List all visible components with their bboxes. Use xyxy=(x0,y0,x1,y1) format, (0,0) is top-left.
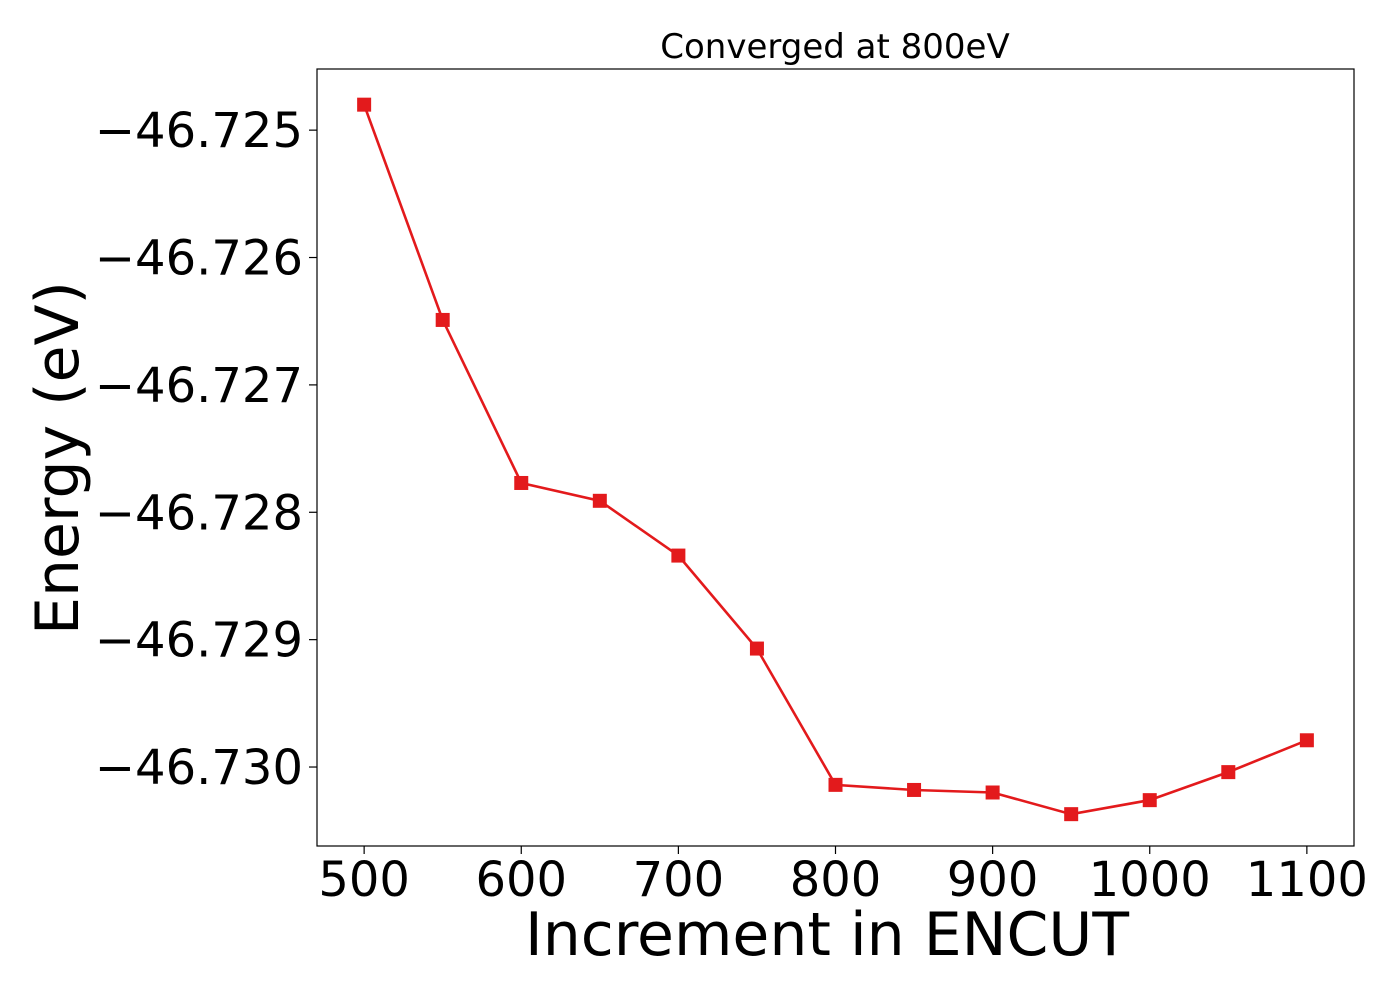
data-point-marker xyxy=(514,475,529,490)
data-point-marker xyxy=(1064,807,1079,822)
x-axis: 500 600 700 800 900 1000 1100 xyxy=(318,846,1368,908)
data-point-marker xyxy=(828,777,843,792)
y-tick-label: −46.728 xyxy=(95,485,303,541)
plot-area-frame xyxy=(316,68,1355,847)
data-point-marker xyxy=(357,97,372,112)
data-point-marker xyxy=(592,493,607,508)
x-tick-label: 900 xyxy=(947,852,1039,908)
y-tick-label: −46.729 xyxy=(95,613,303,669)
x-tick-label: 500 xyxy=(318,852,410,908)
y-tick-label: −46.727 xyxy=(95,358,303,414)
data-point-marker xyxy=(1142,793,1157,808)
chart-title: Converged at 800eV xyxy=(660,27,1009,67)
x-tick-label: 800 xyxy=(790,852,882,908)
energy-series-line xyxy=(362,104,1308,816)
x-tick-label: 1000 xyxy=(1089,852,1211,908)
x-tick-label: 700 xyxy=(633,852,725,908)
data-point-marker xyxy=(985,785,1000,800)
data-point-marker xyxy=(1221,765,1236,780)
data-point-marker xyxy=(907,782,922,797)
y-axis-label: Energy (eV) xyxy=(23,281,93,635)
x-tick-label: 1100 xyxy=(1246,852,1368,908)
data-point-marker xyxy=(749,641,764,656)
data-point-marker xyxy=(671,548,686,563)
y-axis: −46.725 −46.726 −46.727 −46.728 −46.729 −46.7… xyxy=(95,103,317,796)
energy-series-markers xyxy=(357,97,1314,822)
y-tick-label: −46.726 xyxy=(95,231,303,287)
x-tick-label: 600 xyxy=(475,852,567,908)
data-point-marker xyxy=(435,312,450,327)
x-axis-label: Increment in ENCUT xyxy=(525,900,1129,970)
y-tick-label: −46.725 xyxy=(95,103,303,159)
y-tick-label: −46.730 xyxy=(95,740,303,796)
data-point-marker xyxy=(1299,733,1314,748)
